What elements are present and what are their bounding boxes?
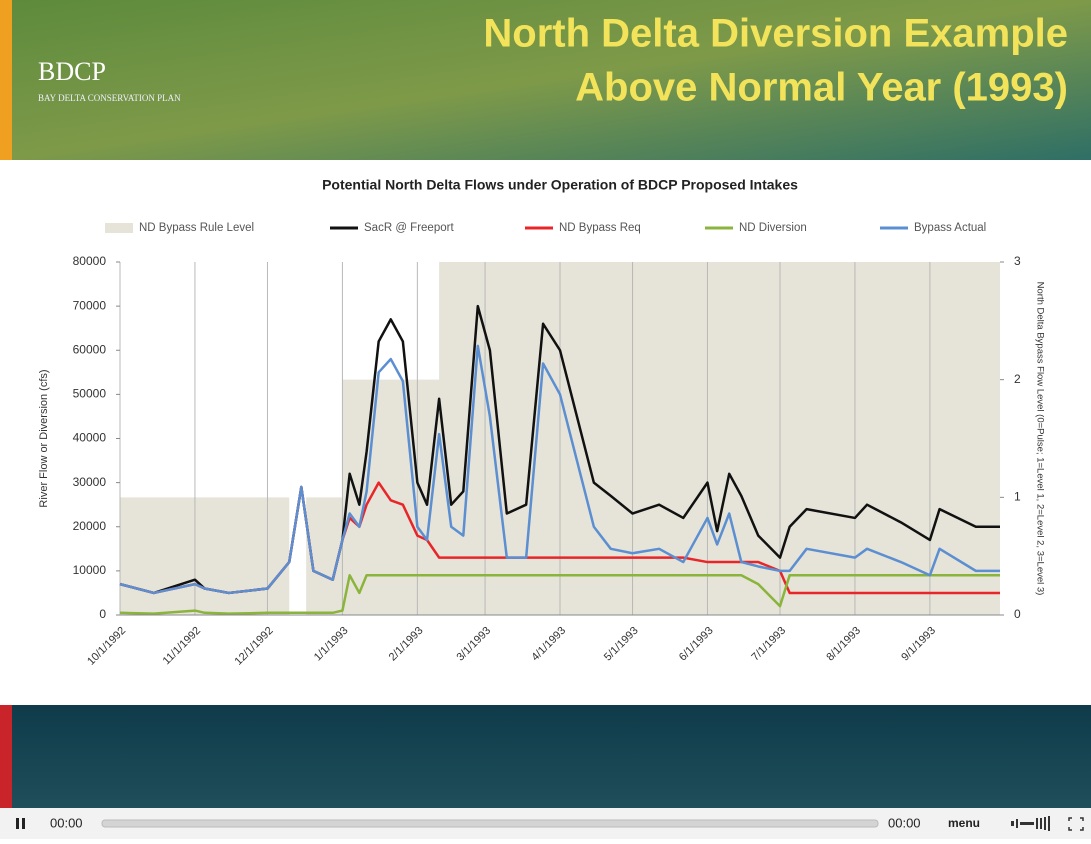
y-tick-label: 0 bbox=[99, 607, 106, 621]
logo-subtitle: BAY DELTA CONSERVATION PLAN bbox=[38, 93, 181, 103]
legend-label: ND Bypass Rule Level bbox=[139, 222, 254, 234]
chart-title: Potential North Delta Flows under Operat… bbox=[322, 177, 798, 193]
accent-stripe bbox=[0, 0, 12, 160]
y2-tick-label: 3 bbox=[1014, 254, 1021, 268]
duration: 00:00 bbox=[888, 815, 921, 830]
logo: BDCP bbox=[38, 57, 106, 86]
progress-track[interactable] bbox=[101, 819, 879, 828]
series-line bbox=[119, 574, 1000, 615]
y-tick-label: 70000 bbox=[73, 298, 107, 312]
y-tick-label: 40000 bbox=[73, 431, 107, 445]
accent-stripe bbox=[0, 705, 12, 808]
volume-control[interactable] bbox=[1011, 816, 1050, 831]
pause-button[interactable] bbox=[16, 818, 25, 829]
legend-swatch bbox=[105, 223, 133, 233]
slide-header bbox=[0, 0, 1091, 160]
y-tick-label: 60000 bbox=[73, 342, 107, 356]
y-tick-label: 30000 bbox=[73, 475, 107, 489]
slide-title: Above Normal Year (1993) bbox=[575, 66, 1068, 110]
y-tick-label: 20000 bbox=[73, 519, 107, 533]
legend-label: ND Diversion bbox=[739, 222, 807, 234]
legend-label: ND Bypass Req bbox=[559, 222, 641, 234]
y-axis-label: River Flow or Diversion (cfs) bbox=[38, 369, 50, 507]
y2-axis-label: North Delta Bypass Flow Level (0=Pulse; … bbox=[1034, 282, 1045, 596]
y2-tick-label: 0 bbox=[1014, 607, 1021, 621]
slide-footer bbox=[0, 705, 1091, 808]
menu-button[interactable]: menu bbox=[948, 816, 980, 830]
fullscreen-button[interactable] bbox=[1068, 817, 1084, 831]
y-tick-label: 50000 bbox=[73, 387, 107, 401]
slide-title: North Delta Diversion Example bbox=[483, 12, 1068, 56]
series-line bbox=[119, 344, 1000, 595]
y2-tick-label: 2 bbox=[1014, 372, 1021, 386]
y-tick-label: 10000 bbox=[73, 563, 107, 577]
legend-label: SacR @ Freeport bbox=[364, 222, 454, 234]
y-tick-label: 80000 bbox=[73, 254, 107, 268]
y2-tick-label: 1 bbox=[1014, 490, 1021, 504]
legend-label: Bypass Actual bbox=[914, 222, 986, 234]
elapsed-time: 00:00 bbox=[50, 815, 83, 830]
